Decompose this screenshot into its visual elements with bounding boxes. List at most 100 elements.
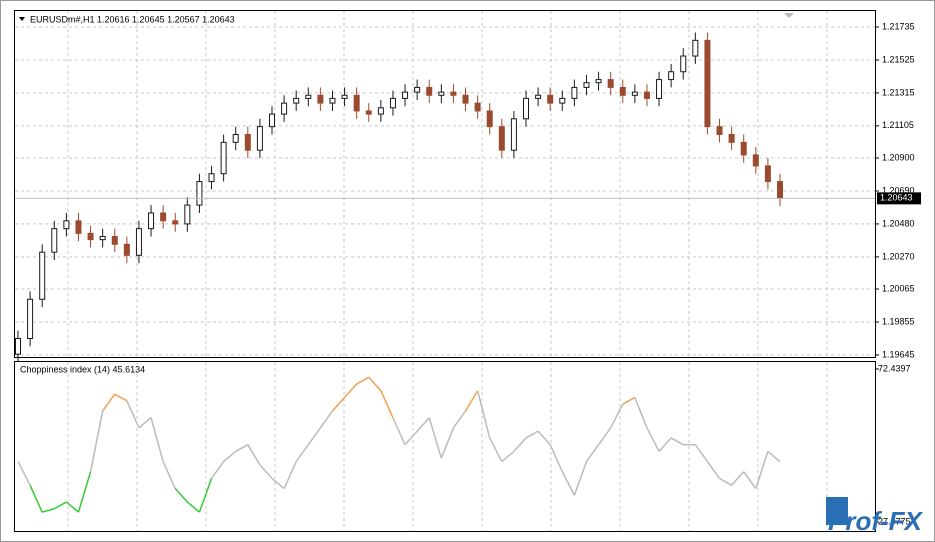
indicator-segment: [561, 471, 576, 496]
indicator-segment: [77, 471, 92, 513]
indicator-segment: [29, 484, 43, 513]
candle-body: [777, 181, 783, 199]
y-tick-label: 1.21525: [882, 54, 915, 64]
candle-body: [353, 94, 360, 112]
indicator-segment: [622, 396, 636, 405]
indicator-segment: [114, 393, 128, 402]
indicator-segment: [295, 444, 309, 462]
candle-body: [426, 86, 433, 96]
indicator-segment: [428, 417, 443, 459]
candle-body: [692, 39, 699, 57]
candle-body: [450, 91, 457, 96]
candle-body: [75, 220, 82, 234]
candle-body: [87, 232, 94, 241]
y-tick-label: 1.21735: [882, 21, 915, 31]
candle-body: [63, 220, 70, 230]
logo-block: [826, 497, 848, 525]
indicator-segment: [767, 450, 781, 463]
price-pane: [14, 10, 876, 358]
candle-body: [123, 243, 130, 256]
indicator-segment: [368, 376, 382, 392]
candle-body: [329, 97, 336, 104]
candle-body: [680, 55, 687, 73]
indicator-segment: [416, 417, 430, 432]
candle-body: [764, 165, 771, 183]
candle-body: [474, 102, 481, 112]
indicator-pane: [14, 361, 876, 532]
indicator-segment: [597, 427, 612, 446]
y-tick-label: 1.20480: [882, 218, 915, 228]
indicator-segment: [537, 430, 551, 446]
candle-body: [486, 110, 493, 128]
menu-arrow[interactable]: [19, 17, 25, 21]
candle-body: [668, 71, 675, 81]
indicator-segment: [174, 488, 188, 503]
candle-body: [160, 212, 167, 222]
indicator-segment: [319, 410, 334, 429]
indicator-segment: [271, 477, 285, 490]
candle-body: [402, 91, 409, 99]
indicator-segment: [719, 477, 732, 486]
shift-marker: [784, 13, 794, 18]
indicator-segment: [694, 444, 709, 462]
indicator-segment: [404, 430, 418, 446]
indicator-segment: [102, 393, 116, 412]
indicator-segment: [138, 417, 152, 429]
candle-body: [184, 204, 191, 225]
candle-body: [547, 94, 554, 104]
indicator-segment: [501, 450, 515, 463]
indicator-segment: [247, 444, 261, 466]
indicator-segment: [392, 417, 406, 445]
watermark-logo: Prof-FX: [826, 497, 924, 536]
indicator-segment: [186, 501, 200, 513]
indicator-segment: [573, 461, 588, 496]
indicator-segment: [162, 461, 176, 489]
candle-body: [498, 126, 505, 151]
indicator-segment: [489, 437, 503, 462]
y-tick-label: 1.21105: [882, 120, 914, 130]
y-tick-label: 27.0775: [878, 516, 911, 526]
indicator-segment: [223, 450, 237, 463]
candle-body: [220, 141, 227, 175]
indicator-segment: [235, 444, 249, 453]
indicator-segment: [89, 410, 104, 472]
candle-body: [523, 97, 529, 120]
indicator-segment: [356, 376, 370, 385]
indicator-segment: [53, 501, 67, 510]
candle-body: [111, 235, 118, 245]
indicator-segment: [440, 427, 455, 459]
candle-body: [414, 86, 421, 93]
candle-body: [535, 94, 542, 99]
indicator-segment: [452, 410, 467, 429]
y-tick-label: 1.20270: [882, 251, 915, 261]
indicator-segment: [344, 383, 358, 398]
candle-body: [244, 133, 251, 151]
candle-body: [389, 97, 396, 109]
indicator-segment: [634, 397, 648, 429]
indicator-segment: [743, 471, 757, 489]
candle-body: [571, 86, 578, 99]
candle-body: [462, 94, 469, 104]
indicator-segment: [259, 464, 273, 479]
indicator-segment: [670, 437, 684, 446]
indicator-segment: [126, 400, 140, 429]
candle-body: [148, 212, 155, 230]
candle-body: [15, 337, 21, 355]
candle-body: [256, 126, 263, 151]
candle-body: [317, 94, 324, 104]
candle-body: [631, 91, 638, 96]
y-tick-label: 1.20900: [882, 152, 915, 162]
candle-body: [643, 91, 650, 99]
indicator-segment: [307, 427, 321, 446]
indicator-segment: [706, 461, 721, 479]
y-tick-label: 1.21315: [882, 87, 915, 97]
indicator-segment: [150, 417, 164, 462]
candle-body: [595, 79, 602, 84]
candle-body: [619, 86, 626, 96]
indicator-segment: [17, 461, 31, 486]
candle-body: [740, 141, 747, 156]
candle-body: [752, 154, 759, 167]
y-tick-label: 1.19645: [882, 349, 915, 359]
